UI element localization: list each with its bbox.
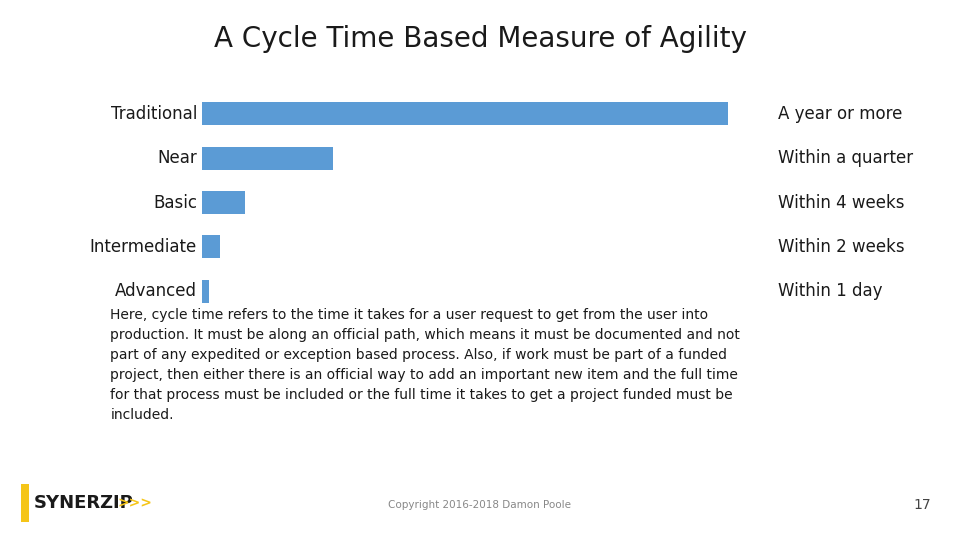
Text: SYNERZIP: SYNERZIP	[34, 495, 133, 512]
Text: Advanced: Advanced	[115, 282, 197, 300]
Bar	[203, 191, 245, 214]
Text: Near: Near	[157, 149, 197, 167]
Text: Within 1 day: Within 1 day	[779, 282, 882, 300]
Bar	[21, 484, 29, 523]
Text: 17: 17	[914, 498, 931, 512]
Bar	[203, 235, 220, 258]
Bar	[203, 103, 728, 125]
Text: A year or more: A year or more	[779, 105, 902, 123]
Text: >>>: >>>	[117, 496, 152, 510]
Text: Intermediate: Intermediate	[90, 238, 197, 256]
Text: Copyright 2016-2018 Damon Poole: Copyright 2016-2018 Damon Poole	[389, 500, 571, 510]
Text: Within a quarter: Within a quarter	[779, 149, 913, 167]
Text: Within 2 weeks: Within 2 weeks	[779, 238, 904, 256]
Text: Traditional: Traditional	[110, 105, 197, 123]
Text: A Cycle Time Based Measure of Agility: A Cycle Time Based Measure of Agility	[213, 25, 747, 53]
Bar	[203, 280, 209, 302]
Text: Within 4 weeks: Within 4 weeks	[779, 193, 904, 212]
Text: Basic: Basic	[153, 193, 197, 212]
Text: Here, cycle time refers to the time it takes for a user request to get from the : Here, cycle time refers to the time it t…	[110, 308, 740, 422]
Bar	[203, 147, 333, 170]
